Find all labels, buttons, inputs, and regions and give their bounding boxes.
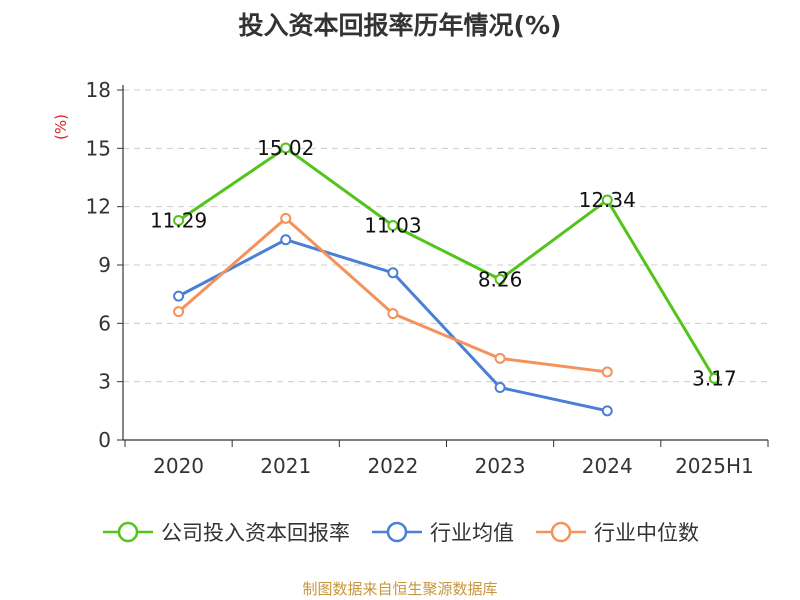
x-tick-label: 2023 — [475, 454, 526, 478]
legend-label: 行业中位数 — [594, 521, 699, 545]
data-point — [173, 290, 185, 302]
legend-label: 行业均值 — [430, 521, 514, 545]
data-point — [387, 308, 399, 320]
legend-item: 公司投入资本回报率 — [101, 517, 350, 547]
legend-marker-circle — [550, 521, 572, 543]
legend: 公司投入资本回报率 行业均值 行业中位数 — [0, 517, 800, 547]
axes: 0 3 6 9 12 15 18 2020 2021 2022 2023 2024 2025H1 (%) — [52, 78, 769, 478]
data-label: 3.17 — [692, 366, 737, 390]
series-lines — [173, 142, 720, 417]
data-point — [173, 306, 185, 318]
data-point — [601, 194, 613, 206]
y-tick-label: 0 — [98, 428, 111, 452]
data-label: 8.26 — [478, 267, 523, 291]
series-2 — [173, 212, 613, 378]
data-point — [173, 214, 185, 226]
data-point — [280, 142, 292, 154]
y-tick-label: 15 — [86, 136, 111, 160]
y-tick-label: 12 — [86, 195, 111, 219]
data-point — [494, 382, 506, 393]
series-1 — [173, 234, 613, 417]
data-point — [280, 212, 292, 224]
data-point — [387, 220, 399, 232]
x-tick-label: 2022 — [367, 454, 418, 478]
legend-item: 行业均值 — [370, 517, 514, 547]
data-point — [494, 352, 506, 364]
y-tick-label: 9 — [98, 253, 111, 277]
data-point — [280, 234, 292, 246]
legend-item: 行业中位数 — [534, 517, 699, 547]
x-tick-label: 2025H1 — [675, 454, 754, 478]
series-line — [177, 216, 608, 374]
y-tick-label: 6 — [98, 311, 111, 335]
y-tick-label: 18 — [86, 78, 111, 102]
data-label: 11.03 — [364, 214, 421, 238]
data-point — [601, 405, 613, 417]
series-line — [177, 146, 716, 380]
x-tick-label: 2021 — [260, 454, 311, 478]
data-label: 15.02 — [257, 136, 314, 160]
x-tick-label: 2024 — [582, 454, 633, 478]
gridlines — [123, 89, 768, 383]
legend-label: 公司投入资本回报率 — [161, 521, 350, 545]
x-tick-label: 2020 — [153, 454, 204, 478]
legend-marker — [372, 521, 422, 543]
legend-marker-circle — [386, 521, 408, 543]
legend-marker — [103, 521, 153, 543]
source-note: 制图数据来自恒生聚源数据库 — [302, 580, 498, 598]
data-point — [601, 366, 613, 378]
data-label: 12.34 — [579, 188, 636, 212]
series-0 — [173, 142, 720, 384]
data-point — [494, 273, 506, 285]
legend-marker — [536, 521, 586, 543]
data-point — [387, 267, 399, 279]
data-labels: 11.29 15.02 11.03 8.26 12.34 3.17 — [150, 136, 737, 390]
chart-title: 投入资本回报率历年情况(%) — [238, 11, 562, 40]
legend-marker-circle — [117, 521, 139, 543]
y-axis-label: (%) — [52, 114, 70, 140]
data-point — [708, 372, 720, 384]
data-label: 11.29 — [150, 208, 207, 232]
y-tick-label: 3 — [98, 370, 111, 394]
